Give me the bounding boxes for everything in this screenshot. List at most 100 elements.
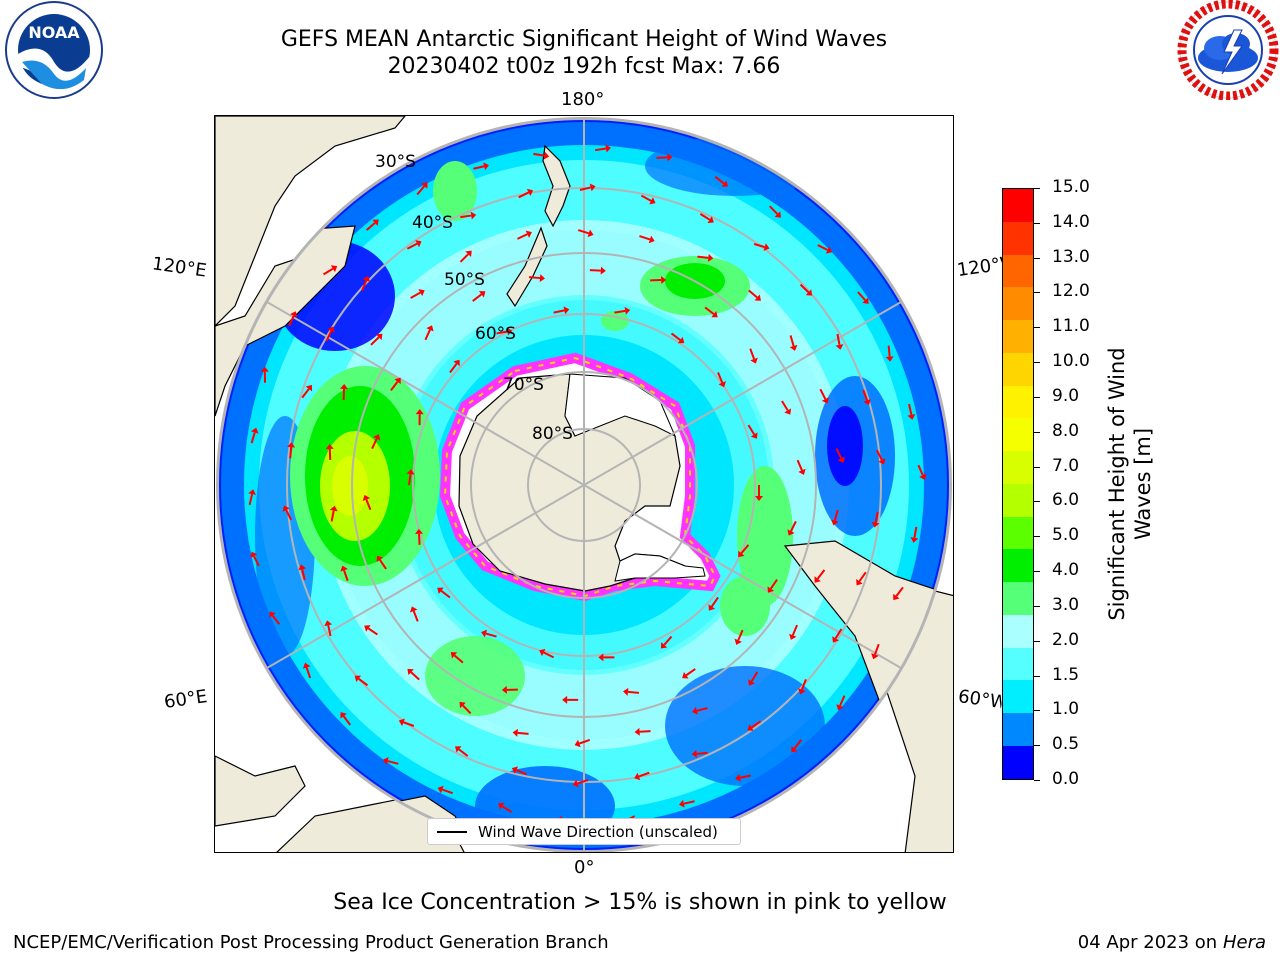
wind-arrow-shaft — [460, 214, 472, 219]
colorbar-tick — [1034, 466, 1040, 468]
wind-arrow-shaft — [748, 289, 758, 299]
wind-arrow-shaft — [781, 400, 789, 411]
lat-label-40s: 40°S — [412, 213, 453, 233]
wind-arrow-shaft — [408, 473, 412, 486]
wind-arrow-head — [605, 144, 611, 153]
colorbar-tick-label: 2.0 — [1052, 629, 1080, 650]
chart-title: GEFS MEAN Antarctic Significant Height o… — [0, 26, 1168, 80]
wind-arrow-shaft — [453, 654, 464, 664]
wind-arrow-shaft — [248, 493, 254, 506]
colorbar-segment — [1003, 746, 1033, 779]
lat-label-60s: 60°S — [475, 324, 516, 344]
wind-arrow-head — [893, 593, 900, 601]
wind-arrow-shaft — [816, 569, 826, 580]
wind-arrow-head — [878, 458, 886, 465]
colorbar-tick — [1034, 780, 1040, 781]
wind-arrow-shaft — [387, 760, 399, 765]
footer-machine: Hera — [1222, 932, 1266, 953]
colorbar-tick — [1034, 745, 1040, 747]
wind-arrow-shaft — [887, 345, 891, 357]
colorbar-tick-label: 15.0 — [1052, 177, 1090, 197]
wind-arrow-shaft — [769, 579, 778, 590]
colorbar-segment — [1003, 385, 1033, 419]
wind-arrow-head — [707, 253, 714, 262]
colorbar-tick — [1034, 188, 1040, 189]
colorbar-tick-label: 5.0 — [1052, 525, 1080, 546]
wind-arrow-shaft — [543, 651, 555, 659]
wind-arrow-head — [748, 679, 755, 686]
wind-arrow-head — [525, 230, 532, 238]
wind-arrow-shaft — [697, 255, 709, 259]
polar-map — [214, 115, 954, 853]
wind-arrow-shaft — [769, 205, 779, 215]
wind-arrow-shaft — [839, 695, 846, 707]
lat-label-80s: 80°S — [532, 424, 573, 444]
legend-label: Wind Wave Direction (unscaled) — [478, 823, 718, 841]
wind-arrow-head — [453, 359, 460, 367]
wind-arrow-shaft — [553, 309, 565, 314]
wind-arrow-head — [340, 383, 349, 390]
wind-arrow-head — [459, 701, 466, 709]
map-legend: Wind Wave Direction (unscaled) — [427, 818, 741, 845]
wind-arrow-shaft — [857, 291, 867, 301]
wind-arrow-head — [298, 564, 307, 571]
colorbar-tick — [1034, 501, 1040, 503]
wind-arrow-head — [750, 432, 758, 439]
wind-arrow-head — [340, 712, 347, 719]
wind-arrow-shaft — [285, 509, 292, 521]
wind-arrow-head — [572, 779, 579, 788]
wind-arrow-head — [543, 151, 550, 160]
wind-arrow-shaft — [793, 739, 803, 750]
wind-arrow-head — [327, 326, 335, 333]
wind-arrow-head — [437, 587, 444, 594]
wind-arrow-shaft — [528, 276, 541, 280]
wind-arrow-head — [677, 336, 685, 344]
legend-line-icon — [437, 831, 467, 833]
wind-arrow-head — [660, 642, 668, 649]
colorbar-tick — [1034, 675, 1040, 677]
wind-arrow-head — [661, 276, 667, 285]
wind-arrow-shaft — [696, 707, 708, 712]
wind-arrow-head — [563, 306, 570, 315]
wind-arrow-head — [798, 468, 806, 475]
wind-arrow-shaft — [835, 448, 843, 459]
wind-arrow-head — [707, 216, 714, 224]
wind-arrow-head — [830, 519, 839, 526]
colorbar-tick — [1034, 396, 1040, 398]
wind-arrow-head — [791, 746, 798, 753]
wind-arrow-shaft — [796, 459, 803, 471]
wind-arrow-shaft — [441, 788, 454, 795]
colorbar-tick — [1034, 292, 1040, 294]
wind-arrow-shaft — [670, 332, 681, 341]
wind-arrow-head — [805, 289, 813, 296]
wind-arrow-head — [470, 211, 477, 220]
wind-arrow-shaft — [516, 233, 528, 240]
wind-arrow-head — [376, 333, 383, 341]
wind-arrow-head — [511, 766, 519, 774]
wind-arrow-shaft — [753, 243, 765, 249]
wind-arrow-head — [354, 675, 362, 682]
wind-arrow-head — [919, 473, 927, 480]
wind-arrow-shaft — [663, 635, 673, 646]
lon-label-120w: 120°W — [955, 253, 1005, 282]
wind-arrow-head — [711, 310, 718, 318]
wind-arrow-shaft — [917, 464, 924, 476]
wind-arrow-head — [600, 266, 606, 275]
wind-arrow-head — [250, 427, 259, 434]
wind-arrow-shaft — [714, 176, 725, 185]
wind-arrow-head — [634, 772, 641, 781]
wind-arrow-shaft — [833, 509, 839, 521]
wind-arrow-shaft — [789, 335, 795, 347]
colorbar-tick-label: 4.0 — [1052, 560, 1080, 581]
wind-arrow-shaft — [594, 147, 607, 152]
wind-arrow-head — [871, 653, 879, 660]
wind-arrow-head — [539, 274, 546, 283]
wind-arrow-shaft — [501, 805, 513, 813]
wind-arrow-head — [305, 384, 313, 392]
colorbar-tick-label: 6.0 — [1052, 490, 1080, 511]
wind-arrow-shaft — [740, 544, 750, 554]
wind-arrow-head — [481, 629, 488, 638]
wind-arrow-shaft — [750, 720, 762, 729]
wind-arrow-head — [325, 443, 334, 450]
wind-arrow-head — [787, 529, 795, 536]
